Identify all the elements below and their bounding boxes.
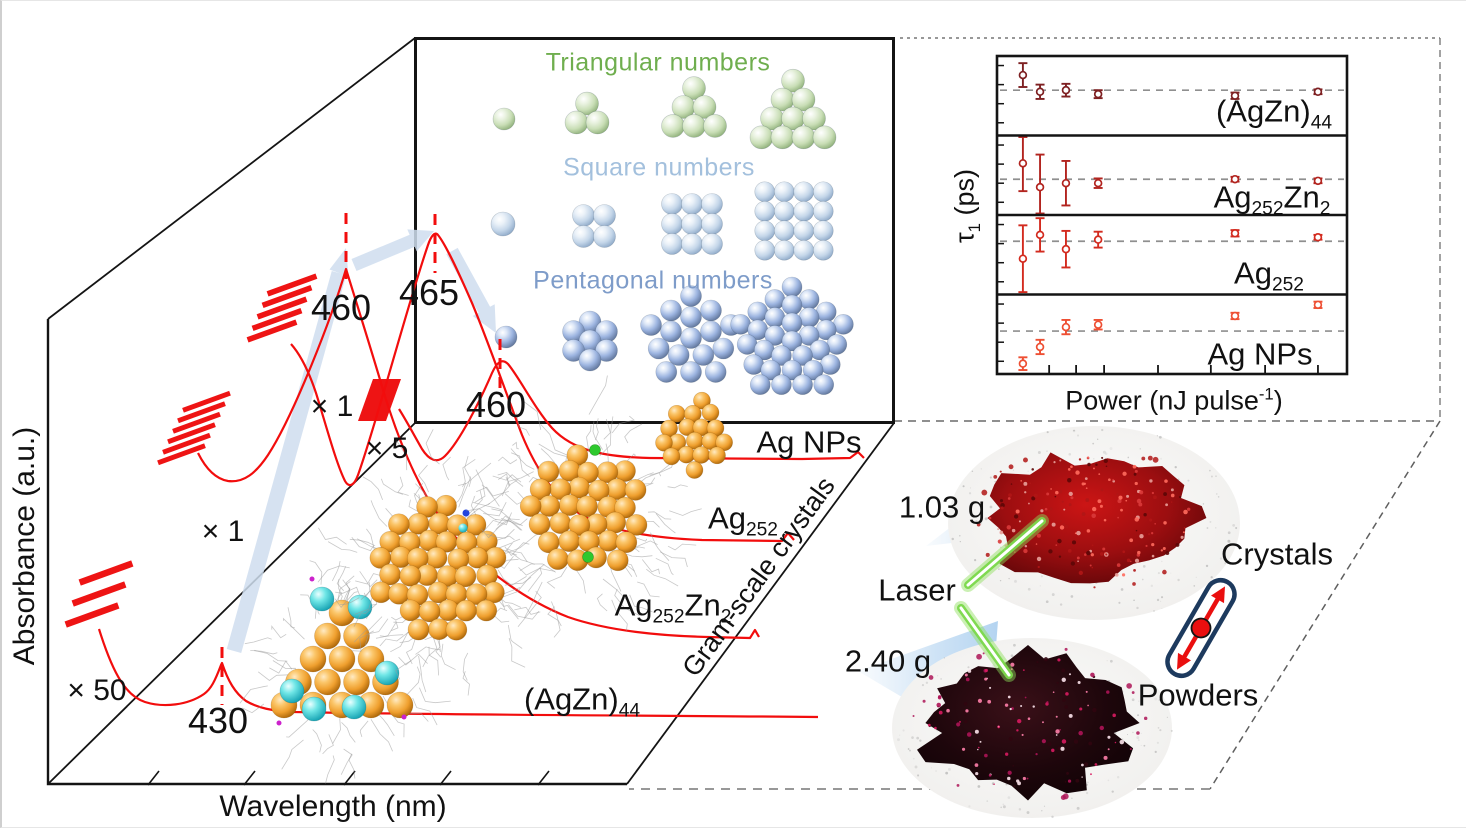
peak-label-460-agnps: 460 (465, 384, 527, 425)
series-label-agzn44: (AgZn)44 (523, 681, 641, 722)
powders-label: Powders (1137, 677, 1259, 713)
square-numbers-title: Square numbers (563, 153, 755, 182)
tau1-vs-power-plot (995, 54, 1349, 376)
triangular-numbers-title: Triangular numbers (545, 48, 771, 77)
spectrum-ag252zn2 (197, 267, 760, 640)
spectrum-agzn44 (97, 628, 819, 719)
wavelength-axis-ticks (147, 770, 550, 786)
series-label-ag252: Ag252 (708, 500, 778, 541)
figurate-number-sphere-clusters (490, 68, 854, 395)
crystals-powders-interconversion-icon (1165, 577, 1237, 679)
peak-label-460-ag252zn2: 460 (310, 287, 372, 328)
crystal-mass-label: 1.03 g (898, 489, 986, 525)
arrowhead-3-icon (472, 304, 496, 333)
peak-label-465: 465 (398, 272, 460, 313)
arrow-430-to-460 (226, 270, 347, 654)
tau-panel-label-agzn44: (AgZn)44 (1215, 93, 1333, 134)
scale-label-x50: × 50 (67, 674, 127, 707)
peak-marker-dashes (220, 213, 502, 705)
spectra-3d-axes (46, 37, 895, 786)
laser-pulse-icons (64, 273, 401, 628)
series-label-ag-nps: Ag NPs (756, 424, 862, 460)
tau-panel-label-ag252: Ag252 (1234, 255, 1304, 296)
arrow-465-to-460 (446, 247, 491, 315)
absorbance-axis-label: Absorbance (a.u.) (8, 426, 41, 666)
arrow-460-to-465 (351, 234, 417, 271)
peak-label-430: 430 (187, 700, 249, 741)
wavelength-axis-label: Wavelength (nm) (219, 790, 447, 823)
pentagonal-numbers-title: Pentagonal numbers (533, 266, 773, 295)
tau-panel-label-ag252zn2: Ag252Zn2 (1213, 179, 1331, 220)
scale-label-x5: × 5 (365, 432, 409, 465)
scale-label-x1-ag252zn2: × 1 (201, 515, 245, 548)
powder-mass-label: 2.40 g (844, 643, 932, 679)
scale-label-x1-ag252: × 1 (310, 390, 354, 423)
laser-beams (954, 514, 1049, 682)
laser-label: Laser (878, 572, 956, 608)
arrowhead-2-icon (407, 229, 434, 252)
tau-axis-label: τ1 (ps) (949, 169, 984, 243)
series-label-ag252zn2: Ag252Zn2 (614, 587, 732, 628)
tau-panel-label-ag-nps: Ag NPs (1207, 336, 1313, 372)
peak-shift-arrows (226, 229, 496, 654)
crystals-label: Crystals (1221, 536, 1333, 572)
powder-pile-photos (892, 426, 1240, 819)
arrowhead-1-icon (329, 248, 349, 277)
power-axis-label: Power (nJ pulse-1) (1065, 384, 1283, 416)
cluster-structure-images (229, 375, 733, 784)
